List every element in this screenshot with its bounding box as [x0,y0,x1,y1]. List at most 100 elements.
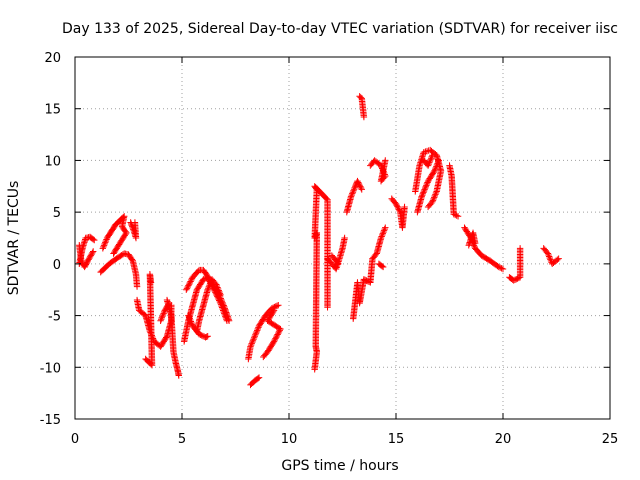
data-point [427,155,435,162]
data-point [428,153,435,160]
data-point [544,250,552,257]
data-point [270,307,278,314]
data-point [99,245,107,252]
data-point [545,253,553,260]
data-point [86,254,93,262]
data-point [452,211,459,219]
data-point [221,311,228,319]
data-point [547,256,554,263]
data-point [494,262,501,270]
data-point [158,314,166,321]
data-point [175,372,182,379]
data-point [419,190,427,198]
data-point [206,282,213,289]
data-point [183,286,190,293]
data-point [218,304,226,311]
data-point [555,255,562,262]
data-point [248,340,255,347]
data-point [450,211,457,218]
data-point [216,290,224,297]
data-point [270,308,277,315]
data-point [84,257,92,264]
data-point [432,164,439,172]
data-point [380,228,387,236]
data-point [357,183,364,190]
data-point [204,333,211,340]
data-point [358,186,365,193]
data-point [187,318,195,325]
data-point [424,162,432,169]
data-point [430,168,437,176]
x-tick-label: 0 [71,432,79,447]
data-point [422,183,429,190]
data-point [133,283,141,290]
data-point [252,330,260,337]
data-point [210,286,218,293]
data-point [351,184,358,191]
data-point [89,248,97,255]
data-point [213,282,221,290]
data-point [357,184,365,192]
data-point [395,206,403,213]
y-tick-label: 20 [44,51,61,66]
data-point [432,191,439,198]
data-point [324,304,331,311]
data-point [203,333,210,340]
data-point [272,335,279,342]
data-point [382,157,389,164]
data-point [396,207,403,214]
data-point [341,234,348,242]
data-point [254,327,261,334]
data-point [183,285,191,292]
data-point [89,236,97,243]
data-point [425,160,432,168]
data-point [354,179,362,186]
data-point [418,193,425,200]
data-point [423,180,431,188]
data-point [545,251,552,259]
data-point [111,249,118,256]
x-tick-label: 20 [495,432,512,447]
data-point [100,242,108,249]
data-point [394,204,402,212]
data-point [159,311,167,319]
data-point [424,179,431,186]
data-point [217,299,224,307]
data-point [378,262,386,270]
data-point [379,231,386,239]
y-tick-label: 10 [44,154,61,169]
data-point [426,159,433,166]
data-point [354,177,361,185]
y-tick-label: -15 [40,413,61,428]
data-point [275,329,282,337]
data-point [216,288,223,296]
data-point [251,333,258,340]
data-point [516,245,524,252]
data-point [216,297,223,304]
data-point [188,321,196,328]
data-point [422,148,429,155]
data-point [381,225,388,233]
data-point [102,237,110,245]
data-point [186,315,193,322]
data-point [499,265,507,273]
y-tick-label: -5 [48,310,61,325]
data-point [355,180,363,188]
data-point [270,338,278,345]
x-axis-label: GPS time / hours [281,458,398,474]
data-point [160,310,167,317]
x-tick-label: 15 [388,432,405,447]
data-point [392,200,400,208]
data-point [247,341,255,349]
data-point [274,331,281,338]
data-point [431,194,438,201]
data-point [91,236,98,244]
data-point [431,167,438,174]
data-point [219,307,227,314]
data-point [379,230,387,237]
data-point [433,188,440,195]
data-point [394,203,401,210]
data-point [360,113,368,121]
data-point [221,310,228,317]
data-point [435,157,442,164]
